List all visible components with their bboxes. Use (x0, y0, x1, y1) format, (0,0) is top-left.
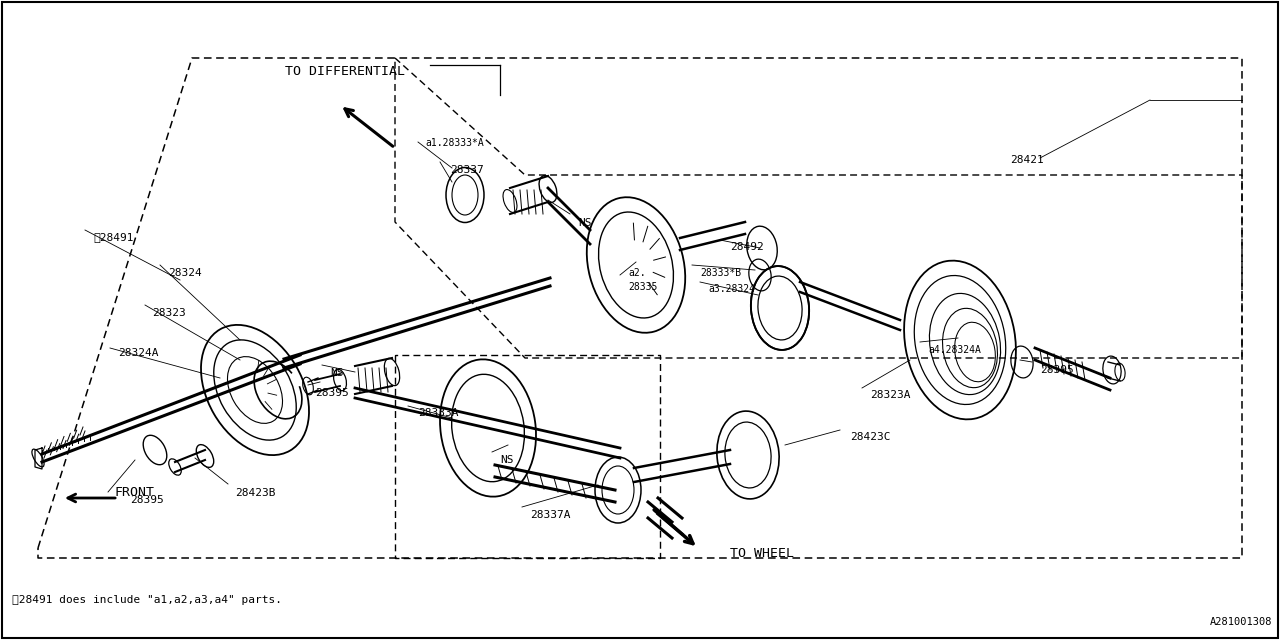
Text: 28333A: 28333A (419, 408, 458, 418)
Text: 28324: 28324 (168, 268, 202, 278)
Text: 28323: 28323 (152, 308, 186, 318)
Text: 28323A: 28323A (870, 390, 910, 400)
Text: A281001308: A281001308 (1210, 617, 1272, 627)
Text: a2.: a2. (628, 268, 645, 278)
Text: 28423C: 28423C (850, 432, 891, 442)
Text: FRONT: FRONT (115, 486, 155, 499)
Text: 28492: 28492 (730, 242, 764, 252)
Text: TO DIFFERENTIAL: TO DIFFERENTIAL (285, 65, 404, 78)
Text: 28395: 28395 (1039, 365, 1074, 375)
Text: 28423B: 28423B (236, 488, 275, 498)
Text: 28337A: 28337A (530, 510, 571, 520)
Text: NS: NS (330, 368, 343, 378)
Text: 28395: 28395 (131, 495, 164, 505)
Text: 28395: 28395 (315, 388, 348, 398)
Text: 28337: 28337 (451, 165, 484, 175)
Text: TO WHEEL: TO WHEEL (730, 547, 794, 560)
Text: a4.28324A: a4.28324A (928, 345, 980, 355)
Text: 28421: 28421 (1010, 155, 1043, 165)
Text: NS: NS (579, 218, 591, 228)
Text: 28335: 28335 (628, 282, 658, 292)
Text: ※28491: ※28491 (93, 232, 133, 242)
Text: a1.28333*A: a1.28333*A (425, 138, 484, 148)
Text: 28324A: 28324A (118, 348, 159, 358)
Text: NS: NS (500, 455, 513, 465)
Text: a3.28324: a3.28324 (708, 284, 755, 294)
Text: ※28491 does include "a1,a2,a3,a4" parts.: ※28491 does include "a1,a2,a3,a4" parts. (12, 595, 282, 605)
Text: 28333*B: 28333*B (700, 268, 741, 278)
